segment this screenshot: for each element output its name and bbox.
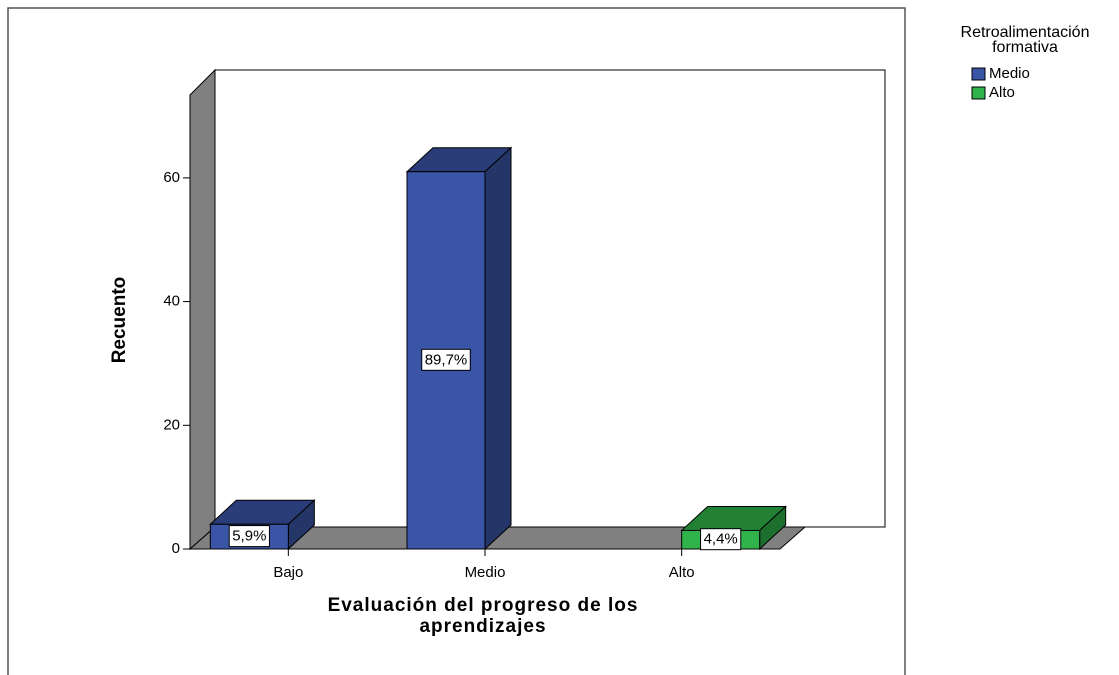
data-label-box	[700, 528, 742, 551]
data-label-box	[228, 525, 270, 548]
back-wall	[214, 69, 886, 528]
side-wall	[189, 68, 216, 551]
data-label: 89,7%	[425, 351, 468, 368]
y-tick-label: 0	[172, 540, 180, 557]
legend-label: Medio	[989, 65, 1030, 82]
y-tick-label: 60	[163, 169, 180, 186]
x-axis-label: Evaluación del progreso de los	[328, 595, 639, 616]
legend-title: Retroalimentación	[961, 24, 1090, 41]
data-label: 5,9%	[232, 528, 266, 545]
data-label: 4,4%	[704, 531, 738, 548]
x-tick-label: Medio	[465, 564, 506, 581]
legend-swatch	[971, 86, 986, 100]
chart-frame	[7, 7, 906, 675]
bar-side	[484, 146, 512, 551]
legend-label: Alto	[989, 84, 1015, 101]
x-tick-label: Alto	[669, 564, 695, 581]
y-tick-label: 40	[163, 293, 180, 310]
legend-title: formativa	[992, 39, 1058, 56]
y-axis-label: Recuento	[109, 277, 130, 364]
x-axis-label: aprendizajes	[419, 616, 546, 637]
legend-swatch	[971, 67, 986, 81]
data-label-box	[421, 348, 471, 371]
x-tick-label: Bajo	[273, 564, 303, 581]
y-tick-label: 20	[163, 416, 180, 433]
